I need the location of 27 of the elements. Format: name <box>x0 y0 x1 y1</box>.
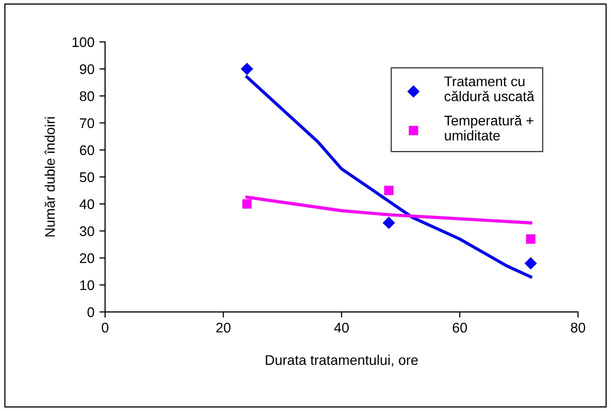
y-tick-label: 50 <box>80 172 94 182</box>
x-tick-label: 80 <box>570 322 586 333</box>
point <box>382 216 396 230</box>
y-tick-label: 60 <box>80 145 94 156</box>
y-tick-label: 10 <box>80 280 94 290</box>
y-tick-label: 0 <box>87 307 94 318</box>
x-tick-label: 40 <box>334 322 349 333</box>
point <box>526 234 536 244</box>
y-tick-label: 90 <box>80 64 94 74</box>
y-tick-label: 20 <box>80 253 94 264</box>
y-tick-label: 80 <box>80 91 94 102</box>
x-tick-label: 0 <box>102 322 108 333</box>
legend-label: Tratament cu căldură uscată <box>444 76 534 102</box>
point <box>384 186 394 196</box>
point <box>242 199 252 209</box>
x-axis-title: Durata tratamentului, ore <box>266 354 418 367</box>
legend-label: Temperatură + umiditate <box>444 115 534 140</box>
line-series <box>245 196 532 224</box>
x-tick-label: 20 <box>216 322 230 333</box>
y-tick-label: 40 <box>80 199 94 210</box>
y-tick-label: 100 <box>72 37 94 48</box>
y-tick-label: 30 <box>80 226 94 236</box>
x-tick-label: 60 <box>452 322 467 333</box>
point <box>524 257 537 270</box>
y-tick-label: 70 <box>80 118 94 128</box>
point <box>240 62 254 76</box>
y-axis-title: Număr duble îndoiri <box>44 117 55 236</box>
